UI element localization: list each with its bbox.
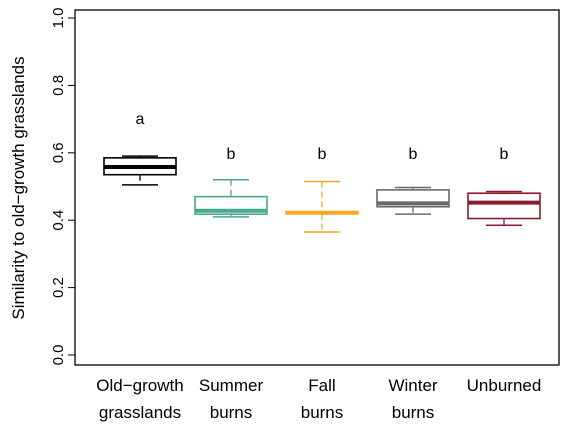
box-4: b — [467, 146, 541, 227]
category-label-line2: grasslands — [99, 403, 181, 422]
y-axis-label: Similarity to old−growth grasslands — [9, 56, 28, 319]
box-1: b — [194, 146, 268, 218]
box-3: b — [376, 146, 450, 215]
boxes: a b b b b — [103, 111, 541, 233]
category-label-line1: Fall — [308, 376, 335, 395]
y-tick-label: 0.0 — [50, 345, 67, 366]
x-axis-labels: Old−growth grasslands Summer burns Fall burns… — [96, 376, 542, 422]
plot-frame — [74, 9, 560, 366]
category-label-line1: Winter — [388, 376, 437, 395]
significance-letter: b — [409, 146, 418, 163]
category-label-line2: burns — [392, 403, 435, 422]
category-label-line2: burns — [210, 403, 253, 422]
category-label-line1: Unburned — [467, 376, 542, 395]
box-0: a — [103, 111, 177, 186]
y-tick-label: 0.6 — [50, 142, 67, 163]
category-label-line2: burns — [301, 403, 344, 422]
y-tick-label: 1.0 — [50, 8, 67, 29]
y-axis: 0.0 0.2 0.4 0.6 0.8 1.0 — [50, 8, 76, 366]
y-tick-label: 0.4 — [50, 210, 67, 231]
y-tick-label: 0.2 — [50, 277, 67, 298]
significance-letter: a — [136, 111, 145, 128]
category-label-line1: Old−growth — [96, 376, 183, 395]
significance-letter: b — [318, 146, 327, 163]
box-2: b — [285, 146, 359, 233]
iqr-box — [467, 192, 541, 220]
significance-letter: b — [500, 146, 509, 163]
y-tick-label: 0.8 — [50, 75, 67, 96]
significance-letter: b — [227, 146, 236, 163]
category-label-line1: Summer — [199, 376, 264, 395]
